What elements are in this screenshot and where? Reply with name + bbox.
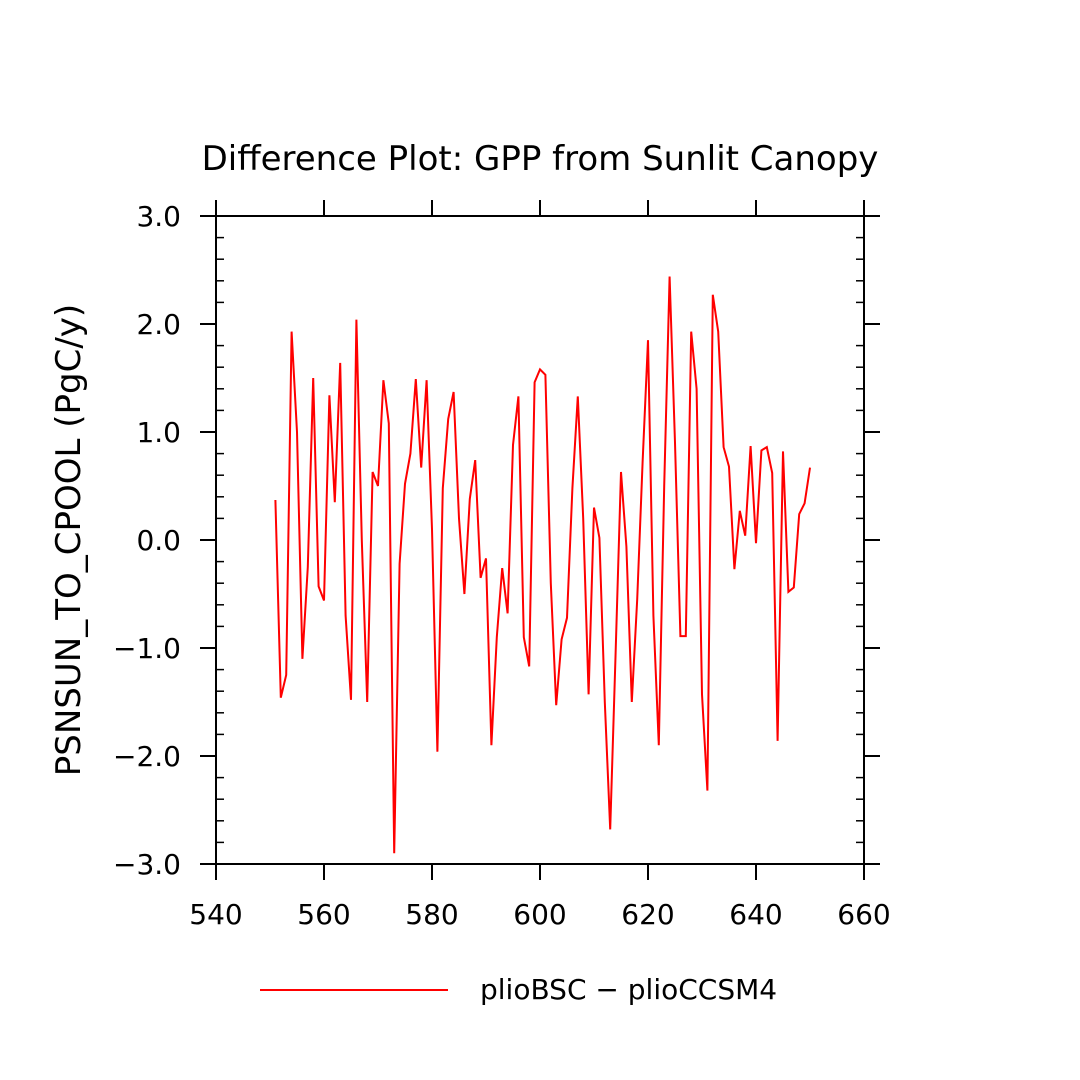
- y-tick-label: 1.0: [136, 416, 181, 449]
- y-tick-label: 0.0: [136, 524, 181, 557]
- y-tick-label: −2.0: [113, 740, 181, 773]
- x-tick-label: 540: [189, 898, 242, 931]
- chart-title: Difference Plot: GPP from Sunlit Canopy: [202, 139, 879, 179]
- y-tick-label: 2.0: [136, 308, 181, 341]
- y-tick-label: −1.0: [113, 632, 181, 665]
- x-tick-label: 560: [297, 898, 350, 931]
- y-tick-label: 3.0: [136, 200, 181, 233]
- plot-frame: [215, 215, 865, 865]
- legend-label: plioBSC − plioCCSM4: [480, 973, 777, 1006]
- plot-area: 540 560 580 600 620 640 660 −3.0 −2.0 −1.0 0.0 1.0 2…: [113, 200, 891, 931]
- x-tick-label: 600: [513, 898, 566, 931]
- y-tick-label: −3.0: [113, 848, 181, 881]
- x-tick-label: 620: [621, 898, 674, 931]
- x-tick-label: 660: [837, 898, 890, 931]
- x-tick-label: 580: [405, 898, 458, 931]
- y-axis-label: PSNSUN_TO_CPOOL (PgC/y): [49, 304, 89, 776]
- x-tick-label: 640: [729, 898, 782, 931]
- data-series-line: [274, 276, 811, 854]
- legend: plioBSC − plioCCSM4: [260, 973, 777, 1006]
